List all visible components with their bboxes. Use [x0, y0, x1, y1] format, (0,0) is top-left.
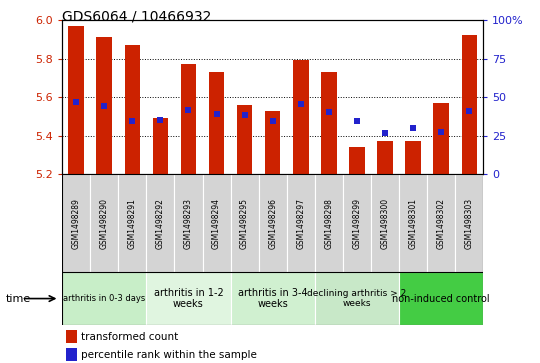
Text: GSM1498294: GSM1498294 [212, 198, 221, 249]
Bar [153, 118, 168, 174]
Bar [427, 174, 455, 272]
Text: GSM1498298: GSM1498298 [325, 198, 333, 249]
Text: percentile rank within the sample: percentile rank within the sample [81, 350, 257, 360]
Bar [259, 174, 287, 272]
Point [437, 129, 445, 135]
Bar [315, 272, 399, 325]
Bar [321, 72, 336, 174]
Text: arthritis in 1-2
weeks: arthritis in 1-2 weeks [153, 288, 224, 309]
Bar [66, 348, 77, 361]
Bar [237, 105, 252, 174]
Bar [209, 72, 224, 174]
Bar [90, 174, 118, 272]
Text: GSM1498302: GSM1498302 [437, 198, 445, 249]
Bar [146, 174, 174, 272]
Text: GSM1498289: GSM1498289 [72, 198, 80, 249]
Bar [462, 36, 477, 174]
Point [100, 103, 109, 109]
Text: GSM1498301: GSM1498301 [409, 198, 417, 249]
Bar [174, 174, 202, 272]
Text: GSM1498296: GSM1498296 [268, 198, 277, 249]
Point [465, 108, 474, 114]
Bar [146, 272, 231, 325]
Bar [399, 174, 427, 272]
Text: GSM1498295: GSM1498295 [240, 198, 249, 249]
Text: GSM1498303: GSM1498303 [465, 198, 474, 249]
Point [184, 107, 193, 113]
Bar [349, 147, 364, 174]
Text: arthritis in 0-3 days: arthritis in 0-3 days [63, 294, 145, 303]
Text: GDS6064 / 10466932: GDS6064 / 10466932 [62, 9, 212, 23]
Point [156, 117, 165, 123]
Bar [287, 174, 315, 272]
Text: GSM1498297: GSM1498297 [296, 198, 305, 249]
Bar [97, 37, 112, 174]
Bar [62, 174, 90, 272]
Bar [406, 142, 421, 174]
Point [240, 113, 249, 118]
Bar [202, 174, 231, 272]
Text: declining arthritis > 2
weeks: declining arthritis > 2 weeks [307, 289, 407, 308]
Bar [231, 272, 315, 325]
Bar [181, 64, 196, 174]
Point [409, 125, 417, 131]
Bar [265, 111, 280, 174]
Bar [231, 174, 259, 272]
Point [381, 130, 389, 136]
Text: GSM1498293: GSM1498293 [184, 198, 193, 249]
Bar [377, 142, 393, 174]
Text: GSM1498290: GSM1498290 [100, 198, 109, 249]
Bar [455, 174, 483, 272]
Text: GSM1498292: GSM1498292 [156, 198, 165, 249]
Point [268, 118, 277, 124]
Text: GSM1498299: GSM1498299 [353, 198, 361, 249]
Point [128, 118, 137, 124]
Point [325, 109, 333, 114]
Bar [399, 272, 483, 325]
Text: GSM1498291: GSM1498291 [128, 198, 137, 249]
Bar [62, 272, 146, 325]
Bar [315, 174, 343, 272]
Text: time: time [5, 294, 31, 303]
Bar [69, 26, 84, 174]
Point [296, 101, 305, 107]
Text: arthritis in 3-4
weeks: arthritis in 3-4 weeks [238, 288, 307, 309]
Bar [293, 61, 308, 174]
Point [212, 111, 221, 117]
Point [72, 99, 80, 105]
Bar [118, 174, 146, 272]
Point [353, 118, 361, 124]
Bar [371, 174, 399, 272]
Bar [125, 45, 140, 174]
Text: non-induced control: non-induced control [393, 294, 490, 303]
Bar [66, 330, 77, 343]
Text: GSM1498300: GSM1498300 [381, 198, 389, 249]
Bar [434, 103, 449, 174]
Text: transformed count: transformed count [81, 332, 178, 342]
Bar [343, 174, 371, 272]
